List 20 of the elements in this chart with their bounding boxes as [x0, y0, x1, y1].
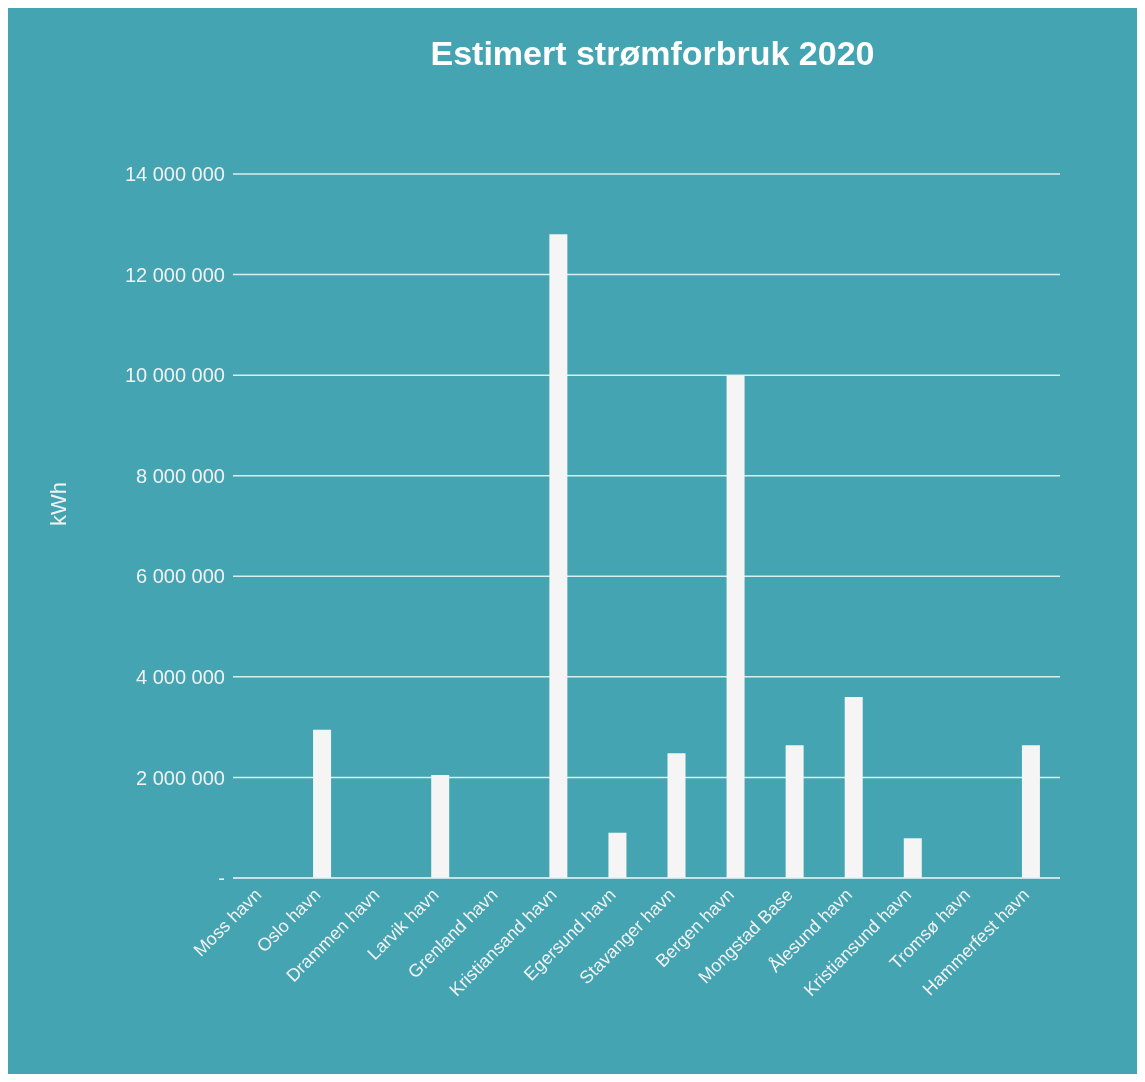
- y-tick-label: 12 000 000: [124, 263, 225, 286]
- y-tick-label: -: [218, 867, 225, 890]
- y-tick-label: 2 000 000: [136, 766, 225, 789]
- bar: [1021, 745, 1040, 878]
- bar: [903, 838, 922, 878]
- bar: [785, 745, 804, 878]
- y-tick-label: 6 000 000: [136, 565, 225, 588]
- y-axis-title: kWh: [45, 482, 71, 526]
- y-tick-label: 4 000 000: [136, 665, 225, 688]
- y-tick-label: 10 000 000: [124, 364, 225, 387]
- y-tick-label: 8 000 000: [136, 464, 225, 487]
- bar: [313, 729, 332, 878]
- bar: [667, 753, 686, 878]
- bar: [726, 375, 745, 878]
- bar: [431, 774, 450, 878]
- bar: [549, 234, 568, 878]
- chart-title: Estimert strømforbruk 2020: [429, 34, 876, 73]
- y-tick-label: 14 000 000: [124, 163, 225, 186]
- bar: [844, 696, 863, 878]
- bar: [608, 832, 627, 878]
